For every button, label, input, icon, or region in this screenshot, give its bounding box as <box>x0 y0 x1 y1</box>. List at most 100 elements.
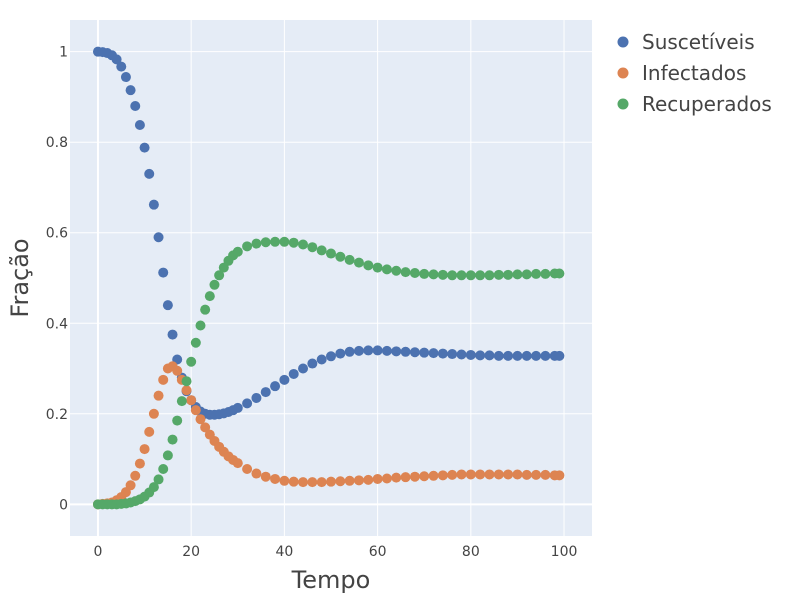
data-point <box>465 349 476 360</box>
data-point <box>521 469 532 480</box>
data-point <box>437 470 448 481</box>
x-tick-label: 60 <box>369 544 387 560</box>
data-point <box>270 381 281 392</box>
y-tick-label: 0.8 <box>46 135 68 151</box>
data-point <box>242 398 253 409</box>
data-point <box>260 387 271 398</box>
data-point <box>200 422 211 433</box>
data-point <box>344 346 355 357</box>
data-point <box>540 268 551 279</box>
data-point <box>195 320 206 331</box>
data-point <box>456 469 467 480</box>
data-point <box>167 329 178 340</box>
data-point <box>232 246 243 257</box>
data-point <box>158 267 169 278</box>
data-point <box>554 268 565 279</box>
data-point <box>428 269 439 280</box>
data-point <box>419 471 430 482</box>
data-point <box>120 72 131 83</box>
data-point <box>125 85 136 96</box>
data-point <box>172 365 183 376</box>
legend-item[interactable]: Recuperados <box>617 92 772 116</box>
data-point <box>260 237 271 248</box>
data-point <box>190 405 201 416</box>
data-point <box>503 269 514 280</box>
data-point <box>456 270 467 281</box>
data-point <box>531 469 542 480</box>
y-tick-label: 0 <box>59 497 68 513</box>
data-point <box>251 468 262 479</box>
data-point <box>372 262 383 273</box>
data-point <box>270 473 281 484</box>
data-point <box>148 482 159 493</box>
data-point <box>139 444 150 455</box>
data-point <box>531 268 542 279</box>
data-point <box>111 54 122 65</box>
data-point <box>381 473 392 484</box>
data-point <box>307 477 318 488</box>
data-point <box>484 469 495 480</box>
data-point <box>139 142 150 153</box>
data-point <box>335 251 346 262</box>
data-point <box>209 279 220 290</box>
data-point <box>400 267 411 278</box>
legend-label: Recuperados <box>642 92 772 116</box>
data-point <box>512 269 523 280</box>
x-tick-label: 80 <box>462 544 480 560</box>
data-point <box>176 396 187 407</box>
data-point <box>540 469 551 480</box>
data-point <box>391 472 402 483</box>
data-point <box>162 300 173 311</box>
x-tick-label: 40 <box>275 544 293 560</box>
y-axis-title: Fração <box>6 238 34 317</box>
y-tick-label: 0.4 <box>46 316 68 332</box>
data-point <box>363 345 374 356</box>
data-point <box>372 473 383 484</box>
data-point <box>531 350 542 361</box>
data-point <box>493 269 504 280</box>
data-point <box>353 257 364 268</box>
data-point <box>251 392 262 403</box>
data-point <box>428 348 439 359</box>
data-point <box>130 101 141 111</box>
data-point <box>554 350 565 361</box>
data-point <box>335 476 346 487</box>
data-point <box>279 475 290 486</box>
data-point <box>279 374 290 385</box>
data-point <box>353 345 364 356</box>
data-point <box>419 268 430 279</box>
data-point <box>493 350 504 361</box>
legend-marker <box>617 67 629 79</box>
data-point <box>521 269 532 280</box>
data-point <box>447 469 458 480</box>
data-point <box>144 168 155 179</box>
data-point <box>344 254 355 265</box>
data-point <box>512 350 523 361</box>
data-point <box>232 458 243 469</box>
data-point <box>153 232 164 243</box>
data-point <box>428 470 439 481</box>
data-point <box>447 270 458 281</box>
legend-item[interactable]: Suscetíveis <box>617 30 755 54</box>
data-point <box>130 470 141 481</box>
data-point <box>288 476 299 487</box>
data-point <box>503 350 514 361</box>
data-point <box>475 469 486 480</box>
y-tick-label: 0.6 <box>46 226 68 242</box>
data-point <box>475 270 486 281</box>
legend[interactable]: Suscetíveis Infectados Recuperados <box>617 30 772 116</box>
data-point <box>288 237 299 248</box>
legend-item[interactable]: Infectados <box>617 61 747 85</box>
data-point <box>172 415 183 426</box>
data-point <box>316 354 327 365</box>
x-tick-label: 0 <box>94 544 103 560</box>
data-point <box>144 426 155 437</box>
data-point <box>363 474 374 485</box>
y-tick-label: 0.2 <box>46 407 68 423</box>
data-point <box>465 270 476 281</box>
data-point <box>214 270 225 281</box>
data-point <box>400 346 411 357</box>
data-point <box>195 414 206 425</box>
x-tick-label: 100 <box>551 544 578 560</box>
